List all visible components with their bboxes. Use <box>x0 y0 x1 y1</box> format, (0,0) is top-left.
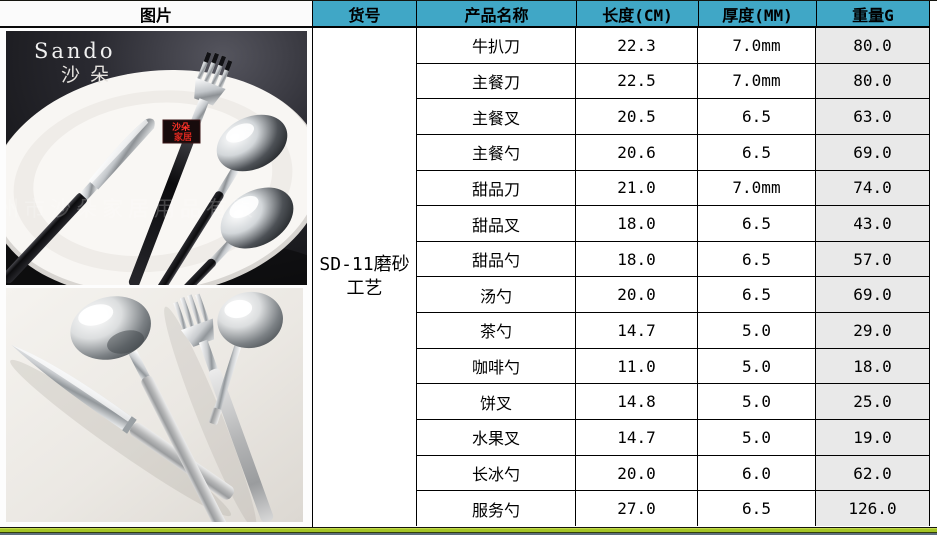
product-name-cell: 甜品刀 <box>417 170 576 206</box>
length-cell: 21.0 <box>576 170 698 206</box>
product-name-cell: 主餐勺 <box>417 134 576 170</box>
weight-cell: 69.0 <box>816 134 930 170</box>
table-header-row: 货号 产品名称 长度(CM) 厚度(MM) 重量G <box>313 1 930 28</box>
weight-cell: 126.0 <box>816 491 930 526</box>
length-cell: 20.0 <box>576 455 698 491</box>
thickness-cell: 6.5 <box>698 241 816 277</box>
product-name-cell: 服务勺 <box>417 491 576 526</box>
header-thickness: 厚度(MM) <box>699 1 817 26</box>
photo-brand-en-watermark: Sando <box>34 39 116 63</box>
product-photo-light <box>6 288 303 522</box>
weight-cell: 29.0 <box>816 313 930 348</box>
length-cell: 11.0 <box>576 348 698 384</box>
length-cell: 27.0 <box>576 491 698 526</box>
product-name-cell: 水果叉 <box>417 420 576 455</box>
header-length: 长度(CM) <box>577 1 699 26</box>
weight-cell: 80.0 <box>816 63 930 99</box>
product-name-cell: 主餐刀 <box>417 63 576 99</box>
badge-text-bottom: 家居 <box>174 131 192 143</box>
bottom-accent-line <box>0 527 937 535</box>
product-photo-dark: Sando 沙朵 沙朵 家居 州市沙朵家居用品有限 <box>6 31 307 285</box>
thickness-cell: 5.0 <box>698 420 816 455</box>
weight-cell: 19.0 <box>816 420 930 455</box>
thickness-cell: 5.0 <box>698 348 816 384</box>
photo-brand-cn-watermark: 沙朵 <box>61 64 119 86</box>
table-row: 甜品叉 18.0 6.5 43.0 <box>417 206 930 242</box>
weight-cell: 43.0 <box>816 206 930 241</box>
length-cell: 14.7 <box>576 313 698 348</box>
thickness-cell: 7.0mm <box>698 28 816 63</box>
table-row: 主餐刀 22.5 7.0mm 80.0 <box>417 63 930 100</box>
length-cell: 14.8 <box>576 384 698 420</box>
product-name-cell: 长冰勺 <box>417 455 576 491</box>
weight-cell: 62.0 <box>816 455 930 491</box>
header-product-name: 产品名称 <box>417 1 577 26</box>
thickness-cell: 6.5 <box>698 206 816 241</box>
length-cell: 22.5 <box>576 63 698 99</box>
thickness-cell: 5.0 <box>698 384 816 420</box>
product-name-cell: 饼叉 <box>417 384 576 420</box>
weight-cell: 80.0 <box>816 28 930 63</box>
table-row: 牛扒刀 22.3 7.0mm 80.0 <box>417 28 930 64</box>
thickness-cell: 6.5 <box>698 134 816 170</box>
thickness-cell: 6.5 <box>698 277 816 313</box>
table-body: SD-11磨砂工艺 牛扒刀 22.3 7.0mm 80.0 主餐刀 22.5 7.0mm 80… <box>313 28 930 526</box>
table-row: 水果叉 14.7 5.0 19.0 <box>417 420 930 456</box>
weight-cell: 18.0 <box>816 348 930 384</box>
image-panel: 图片 <box>0 1 312 528</box>
table-row: 饼叉 14.8 5.0 25.0 <box>417 384 930 421</box>
table-row: 长冰勺 20.0 6.0 62.0 <box>417 455 930 492</box>
photo-company-watermark: 州市沙朵家居用品有限 <box>6 197 258 221</box>
header-weight: 重量G <box>817 1 930 26</box>
table-row: 汤勺 20.0 6.5 69.0 <box>417 277 930 314</box>
thickness-cell: 6.0 <box>698 455 816 491</box>
spec-table: 货号 产品名称 长度(CM) 厚度(MM) 重量G SD-11磨砂工艺 牛扒刀 2… <box>312 1 930 528</box>
thickness-cell: 7.0mm <box>698 170 816 206</box>
weight-cell: 74.0 <box>816 170 930 206</box>
length-cell: 22.3 <box>576 28 698 63</box>
weight-cell: 25.0 <box>816 384 930 420</box>
table-rows: 牛扒刀 22.3 7.0mm 80.0 主餐刀 22.5 7.0mm 80.0 主餐叉 20.5 6… <box>417 28 930 526</box>
thickness-cell: 7.0mm <box>698 63 816 99</box>
product-name-cell: 茶勺 <box>417 313 576 348</box>
table-row: 主餐勺 20.6 6.5 69.0 <box>417 134 930 171</box>
table-row: 甜品勺 18.0 6.5 57.0 <box>417 241 930 278</box>
product-name-cell: 牛扒刀 <box>417 28 576 63</box>
thickness-cell: 5.0 <box>698 313 816 348</box>
length-cell: 20.5 <box>576 99 698 134</box>
length-cell: 18.0 <box>576 206 698 241</box>
length-cell: 20.6 <box>576 134 698 170</box>
badge-text-top: 沙朵 <box>172 122 191 133</box>
product-name-cell: 甜品勺 <box>417 241 576 277</box>
thickness-cell: 6.5 <box>698 99 816 134</box>
table-row: 甜品刀 21.0 7.0mm 74.0 <box>417 170 930 207</box>
weight-cell: 63.0 <box>816 99 930 134</box>
length-cell: 14.7 <box>576 420 698 455</box>
length-cell: 18.0 <box>576 241 698 277</box>
product-name-cell: 汤勺 <box>417 277 576 313</box>
image-column-header: 图片 <box>0 1 312 28</box>
table-row: 咖啡勺 11.0 5.0 18.0 <box>417 348 930 385</box>
product-name-cell: 主餐叉 <box>417 99 576 134</box>
red-led-badge: 沙朵 家居 <box>162 119 201 144</box>
table-row: 服务勺 27.0 6.5 126.0 <box>417 491 930 526</box>
weight-cell: 69.0 <box>816 277 930 313</box>
header-item-no: 货号 <box>313 1 417 26</box>
length-cell: 20.0 <box>576 277 698 313</box>
table-row: 主餐叉 20.5 6.5 63.0 <box>417 99 930 135</box>
product-name-cell: 甜品叉 <box>417 206 576 241</box>
product-name-cell: 咖啡勺 <box>417 348 576 384</box>
table-row: 茶勺 14.7 5.0 29.0 <box>417 313 930 349</box>
weight-cell: 57.0 <box>816 241 930 277</box>
thickness-cell: 6.5 <box>698 491 816 526</box>
item-no-cell: SD-11磨砂工艺 <box>313 28 417 526</box>
